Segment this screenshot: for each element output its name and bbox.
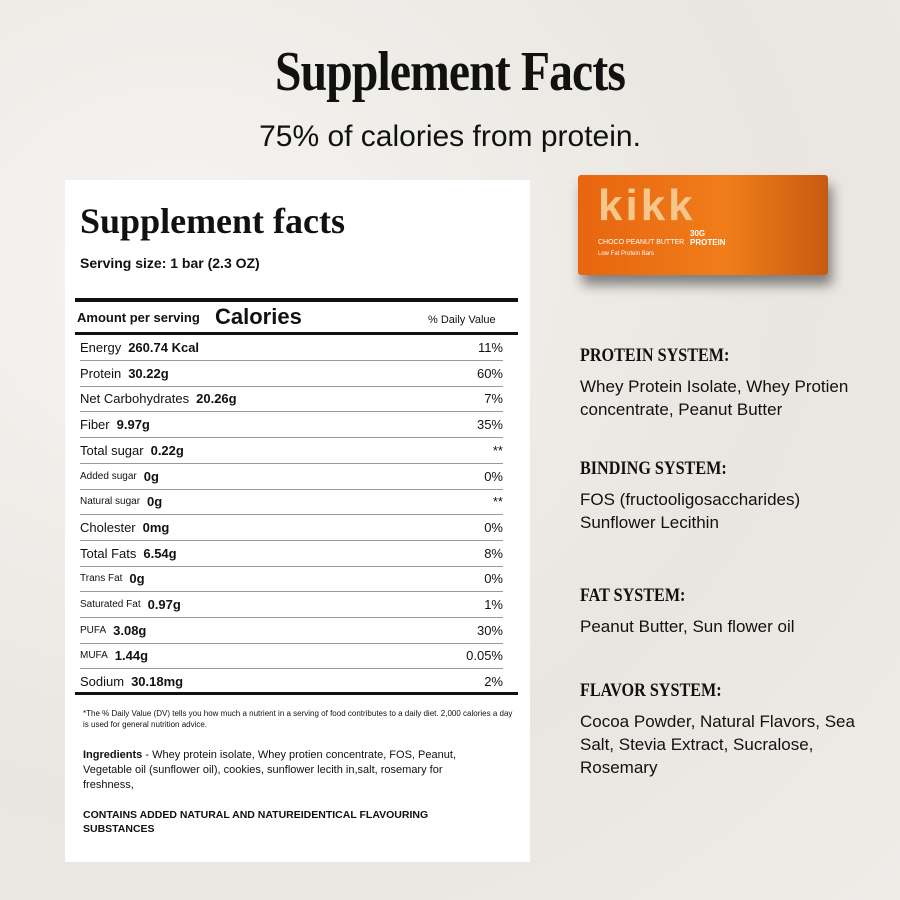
system-block: PROTEIN SYSTEM: Whey Protein Isolate, Whe… (580, 345, 880, 421)
nutrient-row: Added sugar 0g 0% (80, 464, 503, 490)
nutrient-label: Trans Fat (80, 573, 123, 585)
nutrient-row: Total Fats 6.54g 8% (80, 541, 503, 567)
system-text: Cocoa Powder, Natural Flavors, Sea Salt,… (580, 712, 855, 777)
page-title: Supplement Facts (274, 41, 626, 103)
nutrient-value: 260.74 Kcal (128, 340, 200, 355)
nutrient-value: 30.18mg (131, 674, 184, 690)
system-title: FAT SYSTEM: (580, 585, 686, 606)
system-block: BINDING SYSTEM: FOS (fructooligosaccharid… (580, 458, 880, 534)
tagline: Low Fat Protein Bars (598, 251, 655, 257)
system-text: FOS (fructooligosaccharides) Sunflower L… (580, 490, 801, 532)
daily-value: 8% (484, 545, 503, 561)
nutrient-label: Energy (80, 340, 122, 355)
nutrient-row: Net Carbohydrates 20.26g 7% (80, 386, 503, 413)
system-block: FLAVOR SYSTEM: Cocoa Powder, Natural Flav… (580, 680, 880, 779)
daily-value: 1% (484, 597, 503, 612)
nutrient-label: Sodium (80, 674, 125, 690)
daily-value: 7% (484, 391, 503, 407)
ingredients: Ingredients - Whey protein isolate, Whey… (83, 748, 483, 793)
nutrient-row: Natural sugar 0g ** (80, 489, 503, 516)
amount-label: Amount per serving (77, 310, 200, 325)
nutrient-label: Total sugar (80, 442, 144, 458)
daily-value: 0% (484, 519, 503, 535)
system-title: FLAVOR SYSTEM: (580, 680, 722, 701)
nutrient-value: 30.22g (128, 365, 169, 381)
nutrient-row: Sodium 30.18mg 2% (80, 669, 503, 694)
daily-value: ** (492, 494, 503, 510)
divider (75, 332, 518, 335)
system-text: Whey Protein Isolate, Whey Protien conce… (580, 377, 849, 419)
nutrient-row: PUFA 3.08g 30% (80, 618, 503, 644)
daily-value: 11% (477, 340, 503, 355)
daily-value: 35% (476, 417, 503, 433)
facts-panel: Supplement facts Serving size: 1 bar (2.… (65, 180, 530, 862)
nutrient-row: Trans Fat 0g 0% (80, 566, 503, 593)
nutrient-label: Fiber (80, 417, 110, 433)
calories-label: Calories (215, 304, 302, 329)
nutrient-row: MUFA 1.44g 0.05% (80, 643, 503, 670)
system-title: BINDING SYSTEM: (580, 458, 727, 479)
nutrient-value: 9.97g (116, 417, 150, 433)
panel-title: Supplement facts (80, 201, 346, 241)
nutrient-value: 1.44g (114, 648, 149, 664)
subtitle: 75% of calories from protein. (259, 120, 641, 153)
nutrient-value: 0g (143, 468, 159, 484)
nutrient-row: Cholester 0mg 0% (80, 515, 503, 541)
nutrient-label: PUFA (80, 624, 107, 636)
brand: kikk (598, 181, 696, 230)
daily-value: 2% (484, 674, 503, 690)
system-block: FAT SYSTEM: Peanut Butter, Sun flower oil (580, 585, 880, 638)
nutrient-value: 0g (147, 494, 163, 510)
flavor: CHOCO PEANUT BUTTER (598, 239, 685, 246)
nutrient-label: Saturated Fat (80, 599, 141, 610)
nutrient-value: 0g (129, 571, 145, 587)
ingredients-text: - Whey protein isolate, Whey protien con… (83, 749, 456, 791)
nutrient-label: Net Carbohydrates (80, 391, 190, 407)
nutrient-value: 0.97g (147, 597, 181, 612)
nutrient-row: Total sugar 0.22g ** (80, 438, 503, 464)
nutrient-row: Fiber 9.97g 35% (80, 412, 503, 439)
system-text: Peanut Butter, Sun flower oil (580, 617, 795, 636)
daily-value: 0% (484, 571, 503, 587)
nutrient-row: Saturated Fat 0.97g 1% (80, 592, 503, 618)
nutrient-value: 0mg (142, 519, 170, 535)
divider (75, 298, 518, 302)
nutrient-label: Total Fats (80, 545, 137, 561)
nutrient-row: Energy 260.74 Kcal 11% (80, 335, 503, 361)
nutrient-value: 20.26g (196, 391, 237, 407)
ingredients-label: Ingredients (83, 749, 143, 761)
daily-value: 0.05% (466, 648, 503, 664)
serving-size: Serving size: 1 bar (2.3 OZ) (80, 255, 260, 271)
nutrient-value: 3.08g (113, 622, 147, 638)
nutrient-row: Protein 30.22g 60% (80, 361, 503, 387)
dv-label: % Daily Value (428, 314, 496, 326)
nutrient-value: 6.54g (143, 545, 177, 561)
nutrient-label: Added sugar (80, 470, 137, 482)
product-image: kikk CHOCO PEANUT BUTTER 30G PROTEIN Low… (578, 175, 828, 275)
footnote: *The % Daily Value (DV) tells you how mu… (83, 709, 513, 729)
daily-value: 60% (476, 365, 503, 381)
daily-value: 30% (476, 622, 503, 638)
nutrient-label: Cholester (80, 519, 136, 535)
system-title: PROTEIN SYSTEM: (580, 345, 730, 366)
nutrient-label: MUFA (80, 650, 108, 662)
divider (75, 692, 518, 695)
nutrient-label: Natural sugar (80, 496, 141, 508)
daily-value: ** (492, 442, 503, 458)
daily-value: 0% (484, 468, 503, 484)
contains-note: CONTAINS ADDED NATURAL AND NATUREIDENTIC… (83, 809, 429, 835)
nutrient-value: 0.22g (150, 442, 184, 458)
nutrient-label: Protein (80, 365, 122, 381)
protein-badge: 30G PROTEIN (690, 229, 726, 247)
